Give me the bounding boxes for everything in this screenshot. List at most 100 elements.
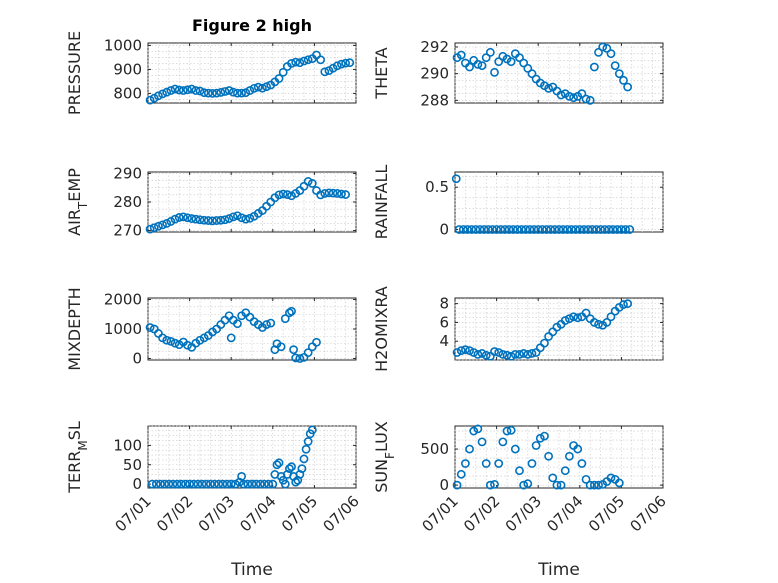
data-point (183, 85, 192, 95)
data-point (257, 83, 267, 93)
data-point (212, 216, 222, 225)
data-point (502, 426, 512, 436)
data-point (328, 188, 338, 198)
data-point (168, 479, 178, 489)
data-point (199, 215, 209, 225)
data-point (158, 220, 167, 230)
data-point (220, 87, 230, 96)
data-point (485, 47, 495, 57)
data-point (537, 225, 547, 234)
data-point (575, 225, 585, 234)
data-point (145, 95, 155, 105)
data-point (573, 444, 583, 454)
data-point (156, 479, 165, 489)
data-point (490, 67, 499, 77)
data-point (558, 225, 568, 234)
data-point (208, 216, 217, 226)
data-point (164, 479, 174, 489)
data-point (282, 190, 292, 199)
data-point (203, 216, 213, 225)
data-point (260, 479, 269, 489)
series-rainfall (451, 174, 635, 234)
data-point (475, 225, 485, 234)
data-point (523, 63, 533, 73)
subplot-sun-flux: 0 500 SUNFLUX 07/0107/0207/0307/0407/0507/0… (372, 421, 670, 580)
data-point (581, 94, 591, 104)
series-terr-msl (147, 425, 317, 489)
data-point (237, 213, 246, 223)
data-point (456, 469, 466, 479)
y-tick-label: 1000 (104, 320, 142, 338)
data-point (494, 57, 504, 67)
data-point (145, 323, 155, 332)
data-point (189, 479, 199, 489)
data-point (174, 213, 184, 222)
data-point (506, 57, 516, 67)
data-point (160, 479, 170, 489)
x-tick-label: 07/01 (419, 492, 462, 535)
y-axis-label: TERRMSL (65, 421, 90, 494)
data-point (506, 425, 516, 435)
data-point (239, 479, 249, 489)
data-point (303, 437, 313, 446)
data-point (176, 479, 186, 489)
x-tick-label: 07/06 (320, 492, 363, 535)
data-point (623, 82, 633, 92)
plot-area (147, 171, 357, 233)
data-point (473, 349, 483, 359)
data-point (216, 88, 226, 97)
data-point (579, 225, 589, 234)
data-point (195, 215, 205, 225)
data-point (191, 214, 201, 224)
data-point (224, 214, 234, 223)
y-tick-label: 1000 (104, 36, 142, 54)
data-point (594, 47, 603, 57)
data-point (581, 308, 591, 318)
y-tick-label: 270 (113, 222, 142, 240)
data-point (527, 459, 537, 468)
data-point (187, 214, 197, 223)
data-point (337, 59, 346, 69)
data-point (483, 225, 493, 234)
data-point (291, 477, 301, 487)
y-axis-label: H2OMIXRA (372, 286, 391, 372)
data-point (274, 458, 284, 468)
data-point (226, 333, 236, 343)
data-point (540, 338, 549, 348)
data-point (600, 225, 610, 234)
data-point (255, 479, 265, 489)
grid-lines (454, 172, 664, 232)
x-tick-label: 07/02 (153, 492, 196, 535)
data-point (569, 312, 578, 322)
data-point (172, 479, 182, 489)
data-point (268, 479, 278, 489)
data-point (546, 225, 556, 234)
data-point (285, 464, 294, 474)
y-tick-label: 290 (420, 65, 449, 83)
y-axis-label: AIRTEMP (65, 168, 90, 236)
data-point (589, 480, 599, 490)
data-point (510, 444, 520, 454)
data-point (280, 479, 290, 489)
data-point (527, 349, 537, 358)
data-point (289, 345, 298, 355)
data-point (569, 93, 578, 103)
data-point (233, 319, 242, 329)
subplot-air-temp: 270 280 290 AIRTEMP (65, 164, 357, 240)
y-tick-label: 6 (439, 313, 449, 331)
data-point (510, 349, 520, 359)
data-point (519, 480, 529, 490)
data-point (583, 225, 593, 234)
data-point (621, 225, 630, 234)
data-point (544, 451, 553, 461)
series-pressure (145, 50, 355, 105)
data-point (208, 89, 217, 98)
data-point (500, 225, 510, 234)
data-point (199, 88, 209, 98)
data-point (598, 42, 608, 52)
data-point (183, 213, 192, 223)
data-point (307, 179, 317, 188)
data-point (230, 479, 240, 489)
data-point (608, 225, 618, 234)
